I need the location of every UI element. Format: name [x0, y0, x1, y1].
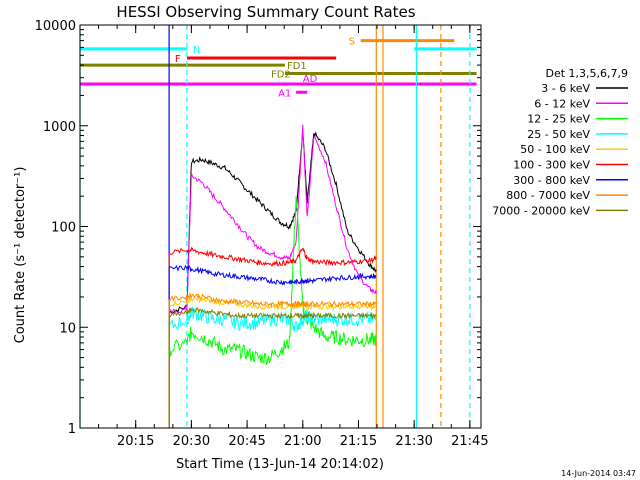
legend-label: 25 - 50 keV — [527, 128, 590, 141]
series-line-1 — [168, 124, 377, 428]
status-label-fd1: FD1 — [287, 61, 307, 72]
series-line-7 — [168, 292, 377, 428]
y-tick-label: 1 — [68, 422, 76, 437]
y-tick-label: 10000 — [35, 19, 76, 34]
tick-labels: 1 10 100 1000 10000 20:15 20:30 20:45 21:00 21:15… — [35, 19, 489, 449]
series-line-5 — [168, 247, 377, 428]
x-tick-label: 20:15 — [117, 434, 154, 449]
y-tick-label: 10 — [59, 321, 76, 336]
status-label-f: F — [175, 54, 181, 65]
legend-title: Det 1,3,5,6,7,9 — [545, 67, 628, 80]
series-line-0 — [168, 130, 377, 428]
x-tick-label: 21:45 — [451, 434, 488, 449]
x-tick-label: 20:45 — [228, 434, 265, 449]
x-tick-label: 21:30 — [395, 434, 432, 449]
series-line-2 — [168, 195, 377, 428]
legend-label: 300 - 800 keV — [513, 174, 590, 187]
legend-label: 3 - 6 keV — [541, 82, 590, 95]
y-axis-label: Count Rate (s⁻¹ detector⁻¹) — [13, 167, 28, 344]
status-label-fd2: FD2 — [271, 70, 291, 81]
chart-title: HESSI Observing Summary Count Rates — [116, 3, 415, 21]
axes — [79, 24, 482, 429]
legend-label: 100 - 300 keV — [513, 159, 590, 172]
status-label-n: N — [193, 45, 200, 56]
status-label-a1: A1 — [278, 88, 291, 99]
series-line-4 — [168, 296, 377, 428]
legend: Det 1,3,5,6,7,9 3 - 6 keV 6 - 12 keV 12 - … — [492, 67, 628, 217]
series-layer — [168, 124, 377, 428]
legend-label: 800 - 7000 keV — [506, 189, 590, 202]
series-line-8 — [168, 307, 377, 428]
status-label-ad: AD — [303, 74, 318, 85]
legend-label: 50 - 100 keV — [520, 143, 590, 156]
plot-frame — [79, 24, 482, 429]
y-tick-label: 100 — [51, 221, 76, 236]
legend-label: 12 - 25 keV — [527, 113, 590, 126]
status-label-s: S — [349, 37, 355, 48]
legend-label: 6 - 12 keV — [534, 97, 590, 110]
x-tick-label: 21:00 — [284, 434, 321, 449]
x-axis-label: Start Time (13-Jun-14 20:14:02) — [176, 457, 384, 472]
legend-label: 7000 - 20000 keV — [492, 204, 590, 217]
vertical-markers — [79, 25, 471, 428]
series-line-6 — [168, 264, 377, 428]
x-tick-label: 21:15 — [340, 434, 377, 449]
generated-timestamp: 14-Jun-2014 03:47 — [561, 469, 636, 478]
x-tick-label: 20:30 — [173, 434, 210, 449]
series-line-3 — [168, 306, 377, 428]
y-tick-label: 1000 — [43, 120, 76, 135]
